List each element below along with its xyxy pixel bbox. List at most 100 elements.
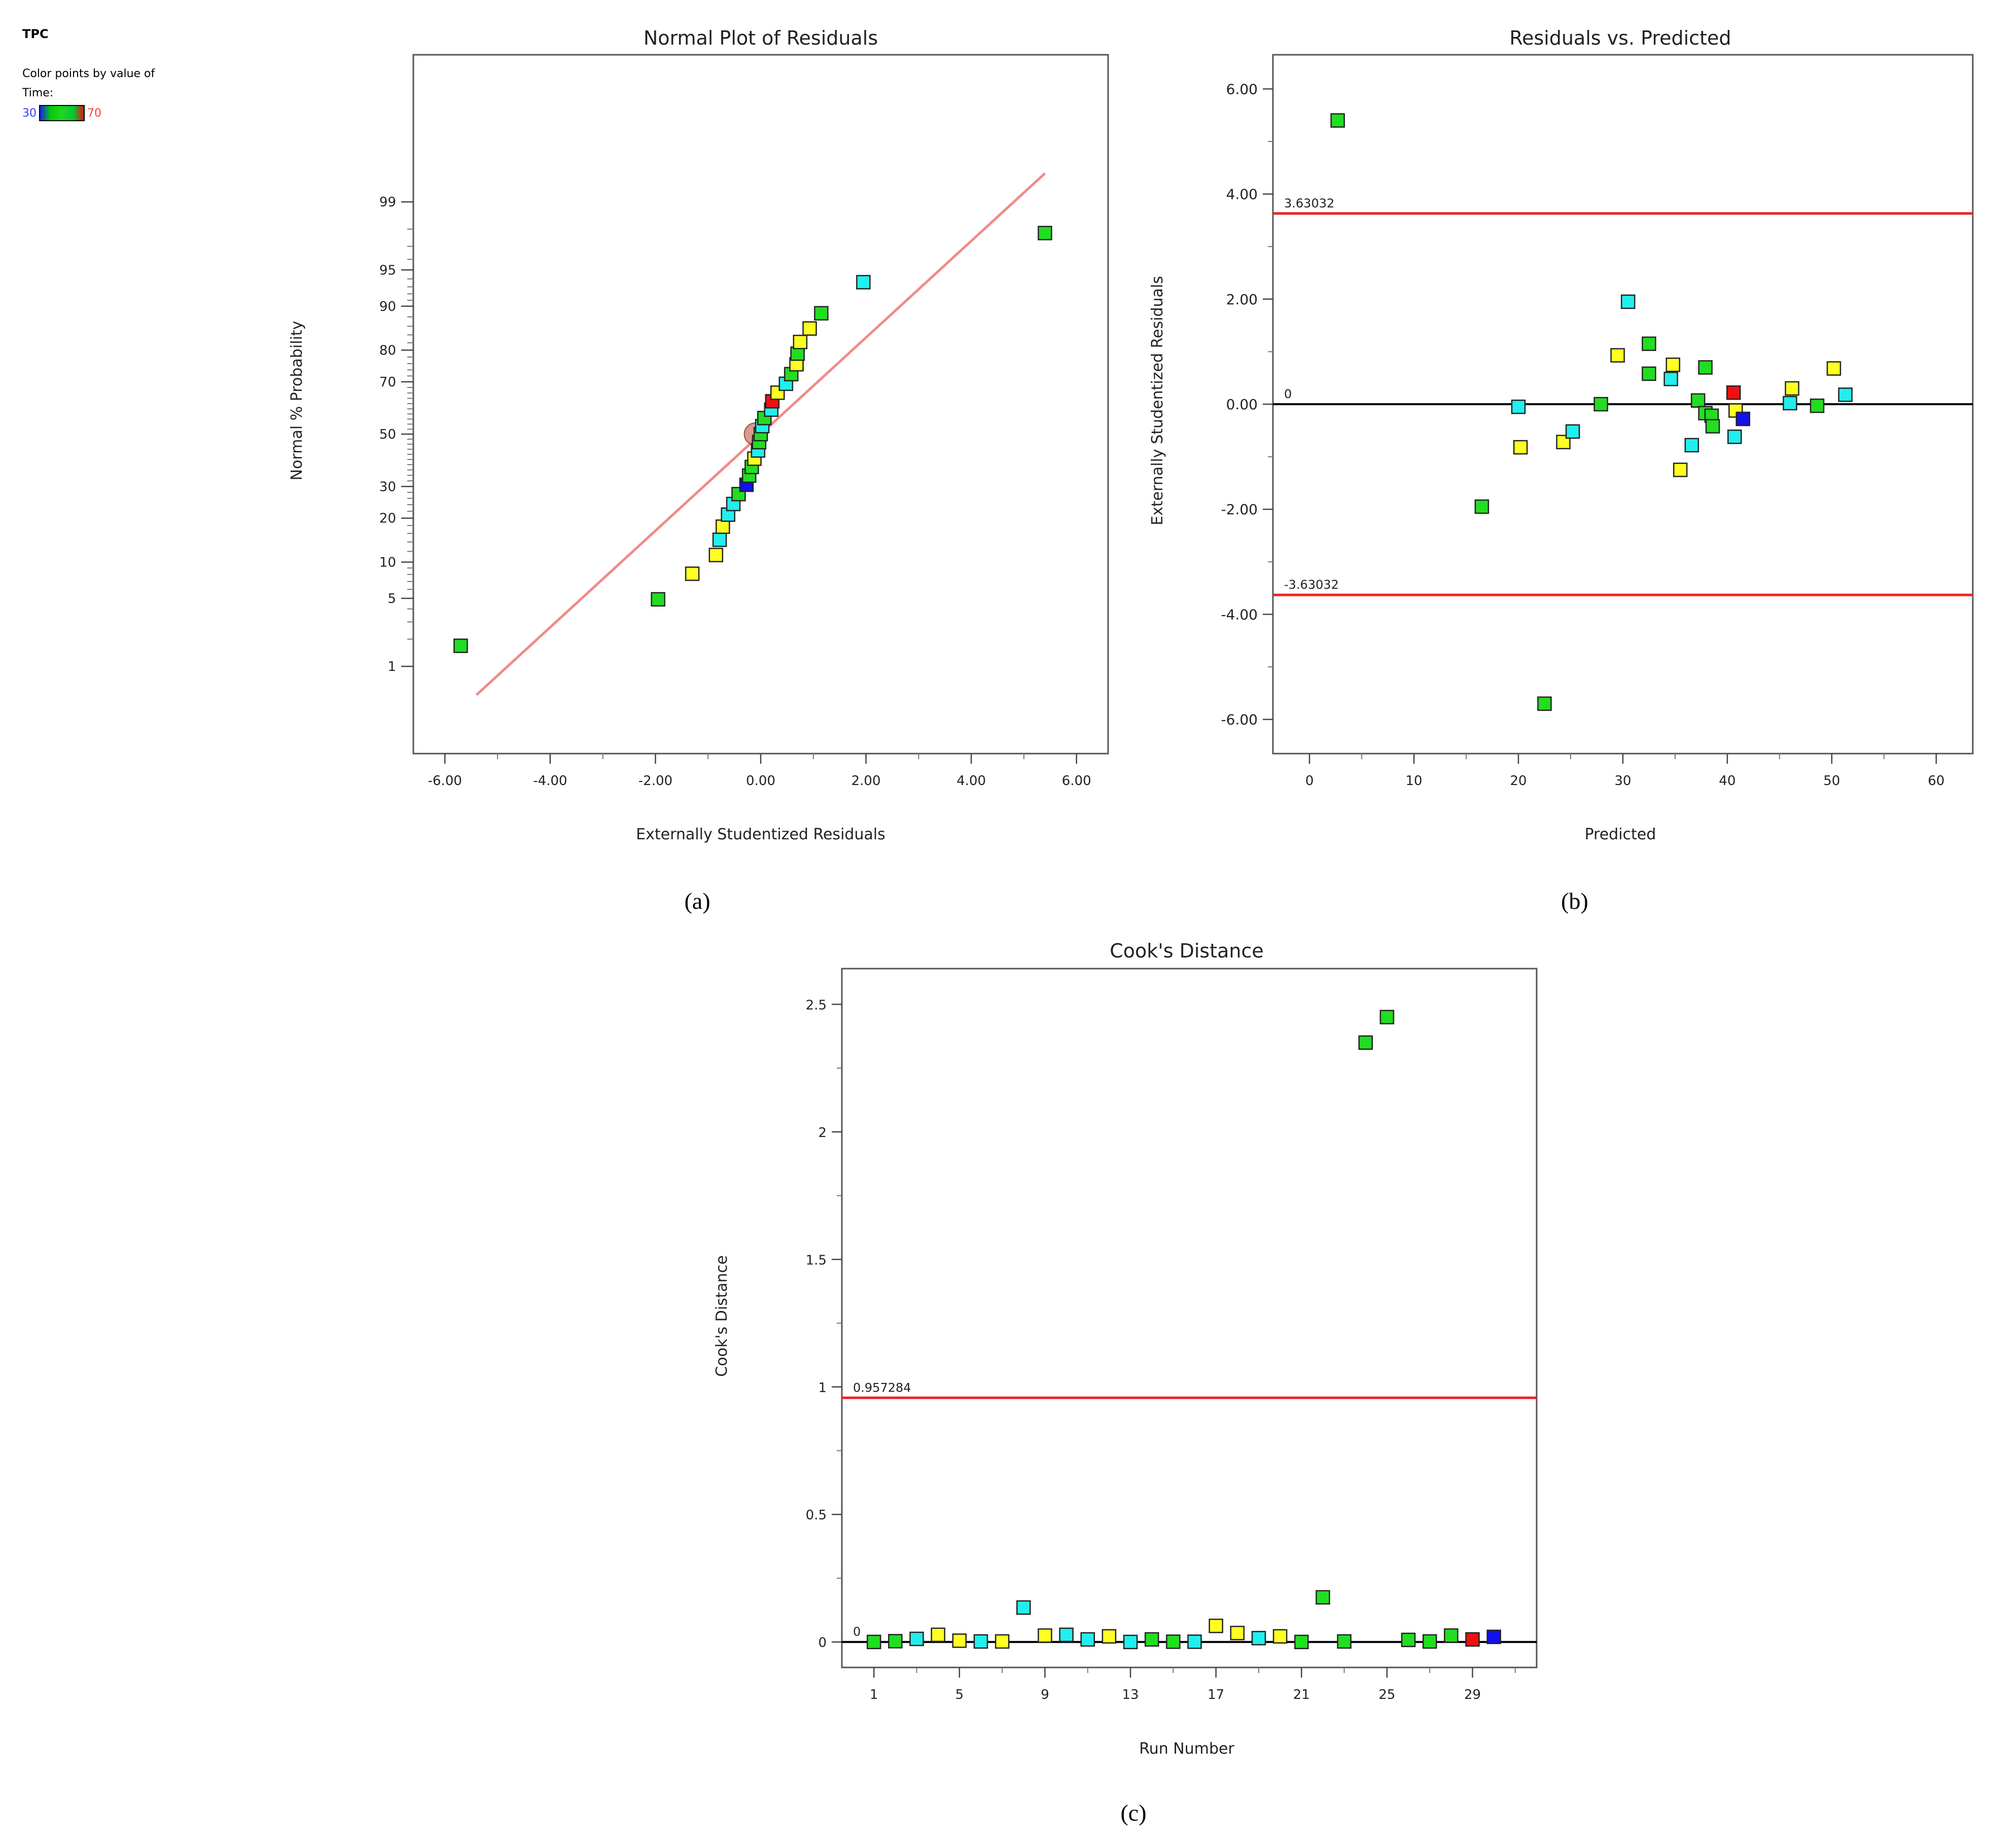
chart-c-point <box>1422 1634 1437 1649</box>
chart-c-point <box>1016 1600 1031 1615</box>
chart-c-point <box>866 1634 881 1649</box>
chart-b-points <box>1330 113 1853 711</box>
chart-b-x-tick-label: 60 <box>1928 773 1944 789</box>
chart-b-x-tick-label: 10 <box>1406 773 1423 789</box>
chart-c-point <box>1123 1634 1138 1649</box>
chart-b-title: Residuals vs. Predicted <box>1509 27 1731 49</box>
legend-heading: TPC <box>22 27 49 41</box>
chart-a-point <box>790 346 805 361</box>
chart-c-y-tick-label: 0.5 <box>806 1508 827 1523</box>
chart-a-y-tick-label: 30 <box>379 479 396 494</box>
chart-b-x-tick-label: 0 <box>1305 773 1314 789</box>
chart-c-point <box>1337 1634 1352 1649</box>
chart-c-point <box>888 1633 903 1649</box>
chart-b-point <box>1735 411 1751 427</box>
chart-a-y-tick-label: 70 <box>379 375 396 390</box>
chart-c-point <box>1144 1632 1159 1647</box>
chart-b-point <box>1673 463 1688 477</box>
chart-c-y-tick-label: 0 <box>818 1636 827 1651</box>
chart-c-point <box>1166 1634 1181 1649</box>
chart-b-point <box>1783 396 1797 411</box>
chart-c-point <box>1209 1618 1223 1633</box>
chart-c-point <box>1102 1629 1117 1644</box>
chart-b-point <box>1665 358 1681 372</box>
chart-b-xlabel: Predicted <box>1585 826 1656 843</box>
chart-b-ylabel: Externally Studentized Residuals <box>1149 276 1166 525</box>
chart-b-y-tick-label: -4.00 <box>1221 606 1258 623</box>
color-legend: TPC Color points by value of Time: 30 70 <box>22 27 156 121</box>
chart-c-point <box>1272 1629 1288 1644</box>
chart-c-point <box>1251 1630 1266 1646</box>
chart-c-xlabel: Run Number <box>1139 1740 1234 1758</box>
chart-b-point <box>1726 385 1741 400</box>
chart-a-point <box>802 321 817 336</box>
chart-c-y-tick-label: 2 <box>818 1125 827 1141</box>
chart-c-x-tick-label: 9 <box>1041 1687 1049 1702</box>
chart-c-point <box>1444 1628 1459 1643</box>
chart-b-point <box>1727 429 1742 444</box>
chart-c-limit-label: 0.957284 <box>853 1380 911 1395</box>
chart-b-point <box>1809 398 1825 413</box>
chart-a-point <box>793 335 808 349</box>
chart-a-x-ticks: -6.00 -4.00 -2.00 0.00 2.00 4.00 6.00 <box>428 754 1091 789</box>
chart-b-x-tick-label: 20 <box>1510 773 1526 789</box>
chart-a-y-ticks: 1 5 10 20 30 50 70 80 90 95 99 <box>379 195 413 674</box>
chart-c-point <box>1038 1628 1052 1643</box>
chart-b-point <box>1593 397 1608 412</box>
chart-a-ylabel: Normal % Probability <box>288 321 306 481</box>
chart-a-points <box>453 226 1052 653</box>
chart-a-x-tick-label: 6.00 <box>1062 773 1091 789</box>
legend-min-label: 30 <box>22 107 37 120</box>
chart-b-point <box>1684 438 1699 453</box>
chart-c-x-ticks: 1 5 9 13 17 21 25 29 <box>870 1667 1516 1702</box>
chart-c-x-tick-label: 13 <box>1122 1687 1139 1702</box>
chart-a-y-tick-label: 50 <box>379 427 396 442</box>
chart-b-point <box>1691 393 1706 408</box>
chart-c-point <box>1358 1035 1373 1050</box>
chart-b-point <box>1785 381 1799 396</box>
chart-c-plot-area <box>841 968 1538 1668</box>
cooks-distance-panel: Cook's Distance 2.5 2 1.5 1 0.5 0 1 5 9 13 17 21 25… <box>713 940 1538 1826</box>
chart-a-y-tick-label: 1 <box>387 659 396 674</box>
chart-c-zero-label: 0 <box>853 1625 861 1639</box>
chart-b-zero-label: 0 <box>1284 387 1292 401</box>
chart-b-y-tick-label: 4.00 <box>1226 186 1258 203</box>
chart-a-y-tick-label: 90 <box>379 299 396 314</box>
chart-a-x-tick-label: 4.00 <box>956 773 986 789</box>
chart-b-y-tick-label: -2.00 <box>1221 501 1258 518</box>
caption-b: (b) <box>1561 888 1588 914</box>
chart-a-x-tick-label: -6.00 <box>428 773 462 789</box>
chart-c-points <box>866 1010 1501 1649</box>
chart-a-y-tick-label: 10 <box>379 555 396 570</box>
chart-b-x-ticks: 0 10 20 30 40 50 60 <box>1305 754 1944 789</box>
chart-c-y-tick-label: 1.5 <box>806 1253 827 1268</box>
chart-a-point <box>453 638 468 653</box>
normal-plot-panel: Normal Plot of Residuals 1 5 10 20 30 50 70 80 9… <box>288 27 1109 914</box>
chart-b-point <box>1511 399 1526 414</box>
chart-a-plot-area <box>412 54 1109 755</box>
legend-caption-line2: Time: <box>22 87 53 99</box>
chart-a-y-tick-label: 20 <box>379 511 396 526</box>
chart-c-x-tick-label: 29 <box>1464 1687 1481 1702</box>
chart-b-point <box>1826 361 1841 376</box>
chart-c-point <box>1401 1632 1416 1647</box>
chart-c-point <box>1316 1590 1330 1605</box>
chart-a-point <box>651 592 665 607</box>
chart-a-y-tick-label: 5 <box>387 591 396 607</box>
chart-a-point <box>708 548 724 562</box>
chart-c-point <box>1294 1634 1309 1649</box>
chart-b-y-tick-label: 2.00 <box>1226 291 1258 308</box>
chart-a-point <box>856 275 871 290</box>
legend-caption-line1: Color points by value of <box>22 67 156 80</box>
chart-a-x-tick-label: -4.00 <box>533 773 567 789</box>
chart-c-point <box>1080 1632 1095 1647</box>
chart-c-x-tick-label: 5 <box>955 1687 964 1702</box>
chart-b-point <box>1474 499 1489 514</box>
chart-c-point <box>1379 1010 1395 1024</box>
chart-c-y-tick-label: 2.5 <box>806 998 827 1013</box>
chart-c-point <box>1465 1632 1480 1647</box>
chart-a-y-tick-label: 95 <box>379 263 396 278</box>
legend-max-label: 70 <box>87 107 101 120</box>
chart-b-point <box>1642 366 1656 381</box>
